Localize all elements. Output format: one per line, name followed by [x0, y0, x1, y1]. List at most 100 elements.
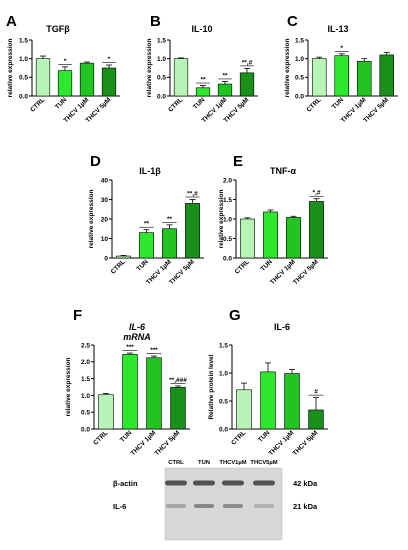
bar-thcv-1-m: [162, 228, 177, 259]
significance-label: *,#: [313, 190, 321, 197]
y-tick-label: 0.0: [295, 93, 304, 100]
bar-thcv-5-m: [379, 54, 395, 97]
y-tick-label: 0.0: [81, 426, 90, 433]
x-tick-label: THCV 5µM: [154, 429, 182, 457]
y-tick-label: 0.5: [219, 398, 228, 405]
significance-label: *: [340, 45, 343, 52]
x-tick-label: TUN: [192, 96, 207, 111]
bar-ctrl: [236, 389, 252, 430]
blot-band-il6: [166, 504, 186, 508]
y-tick-label: 0.0: [223, 255, 232, 262]
blot-lane-label: THCV5µM: [250, 460, 277, 466]
y-tick-label: 0.5: [19, 75, 28, 82]
y-tick-label: 1.5: [81, 376, 90, 383]
y-tick-label: 2.0: [223, 177, 232, 184]
x-tick-label: CTRL: [234, 258, 251, 275]
y-tick-label: 30: [101, 197, 109, 204]
significance-label: *: [64, 58, 67, 65]
significance-label: **,#: [242, 59, 253, 66]
significance-label: ***: [150, 347, 158, 354]
panel-letter: D: [90, 153, 101, 170]
x-tick-label: TUN: [331, 96, 346, 111]
blot-lane-label: THCV1µM: [219, 460, 246, 466]
y-tick-label: 1.0: [223, 216, 232, 223]
chart-title: IL-10: [191, 24, 212, 34]
blot-membrane: [164, 467, 283, 541]
y-tick-label: 1.0: [295, 56, 304, 63]
panel-a: A TGFβ relative expression 0.0 0.5 1.0 1.5 CTRL…: [6, 13, 120, 124]
significance-label: **: [200, 77, 206, 84]
panel-g: G IL-6 Relative protein level 0.0 0.5 1.0 1.5 C…: [208, 307, 328, 457]
significance-label: **,#: [187, 191, 198, 198]
bar-thcv-5-m: [309, 201, 324, 259]
bar-tun: [57, 70, 73, 97]
x-tick-label: TUN: [257, 429, 272, 444]
y-tick-label: 1.5: [219, 342, 228, 349]
x-tick-label: THCV 5µM: [292, 429, 320, 457]
y-tick-label: 20: [101, 216, 109, 223]
bar-tun: [195, 87, 211, 97]
y-tick-label: 2.5: [81, 342, 90, 349]
y-axis-label: relative expression: [146, 39, 153, 98]
panel-letter: F: [73, 307, 82, 324]
panel-letter: B: [150, 13, 161, 30]
blot-lane-label: CTRL: [168, 460, 184, 466]
blot-band-actin: [253, 480, 275, 486]
chart-title: IL-13: [327, 24, 348, 34]
y-axis-label: relative expression: [88, 190, 95, 249]
bar-thcv-1-m: [286, 217, 301, 259]
bar-tun: [260, 371, 276, 430]
x-tick-label: THCV 5µM: [168, 258, 196, 286]
western-blot: CTRL TUN THCV1µM THCV5µM β-actin 42 kDa IL-6 21…: [113, 460, 318, 541]
y-tick-label: 1.5: [295, 37, 304, 44]
bar-ctrl: [116, 255, 131, 259]
bar-thcv-1-m: [284, 373, 300, 430]
x-tick-label: CTRL: [230, 429, 247, 446]
x-tick-label: TUN: [260, 258, 275, 273]
y-axis-label: relative expression: [7, 39, 14, 98]
y-tick-label: 2.0: [81, 359, 90, 366]
bar-tun: [263, 211, 278, 259]
panel-letter: G: [229, 307, 241, 324]
significance-label: **,###: [169, 377, 187, 384]
bar-ctrl: [173, 58, 189, 97]
blot-band-actin: [165, 480, 187, 486]
y-axis-label: relative expression: [65, 358, 72, 417]
chart-subtitle: mRNA: [123, 332, 151, 342]
bar-ctrl: [35, 58, 51, 97]
y-axis-label: relative expression: [284, 39, 291, 98]
panel-letter: A: [6, 13, 17, 30]
significance-label: #: [314, 389, 318, 396]
y-tick-label: 0.5: [223, 236, 232, 243]
chart-title: IL-1β: [139, 166, 161, 176]
bar-tun: [122, 354, 138, 430]
bar-ctrl: [311, 58, 327, 97]
y-tick-label: 0.5: [81, 410, 90, 417]
chart-title: TGFβ: [46, 24, 70, 34]
bar-thcv-1-m: [356, 60, 372, 97]
panel-letter: C: [287, 13, 298, 30]
blot-band-actin: [193, 480, 215, 486]
panel-b: B IL-10 relative expression 0.0 0.5 1.0 1.5 CTR…: [146, 13, 258, 124]
chart-title: IL-6: [274, 322, 290, 332]
panel-e: E TNF-α relative expression 0.0 0.5 1.0 1.5 2.0…: [218, 153, 328, 286]
y-tick-label: 1.0: [19, 56, 28, 63]
x-tick-label: CTRL: [110, 258, 127, 275]
panel-c: C IL-13 relative expression 0.0 0.5 1.0 1.5 CTR…: [284, 13, 398, 124]
x-tick-label: CTRL: [305, 96, 322, 113]
bar-thcv-5-m: [185, 203, 200, 259]
bar-thcv-1-m: [217, 83, 233, 97]
y-tick-label: 1.5: [157, 37, 166, 44]
blot-band-il6: [254, 504, 274, 508]
bar-thcv-5-m: [239, 72, 255, 97]
y-tick-label: 0.0: [157, 93, 166, 100]
y-tick-label: 1.0: [81, 393, 90, 400]
blot-lane-label: TUN: [198, 460, 210, 466]
panel-letter: E: [233, 153, 243, 170]
bar-thcv-5-m: [101, 67, 117, 97]
bar-ctrl: [240, 218, 255, 259]
bar-tun: [334, 55, 350, 97]
y-tick-label: 40: [101, 177, 109, 184]
